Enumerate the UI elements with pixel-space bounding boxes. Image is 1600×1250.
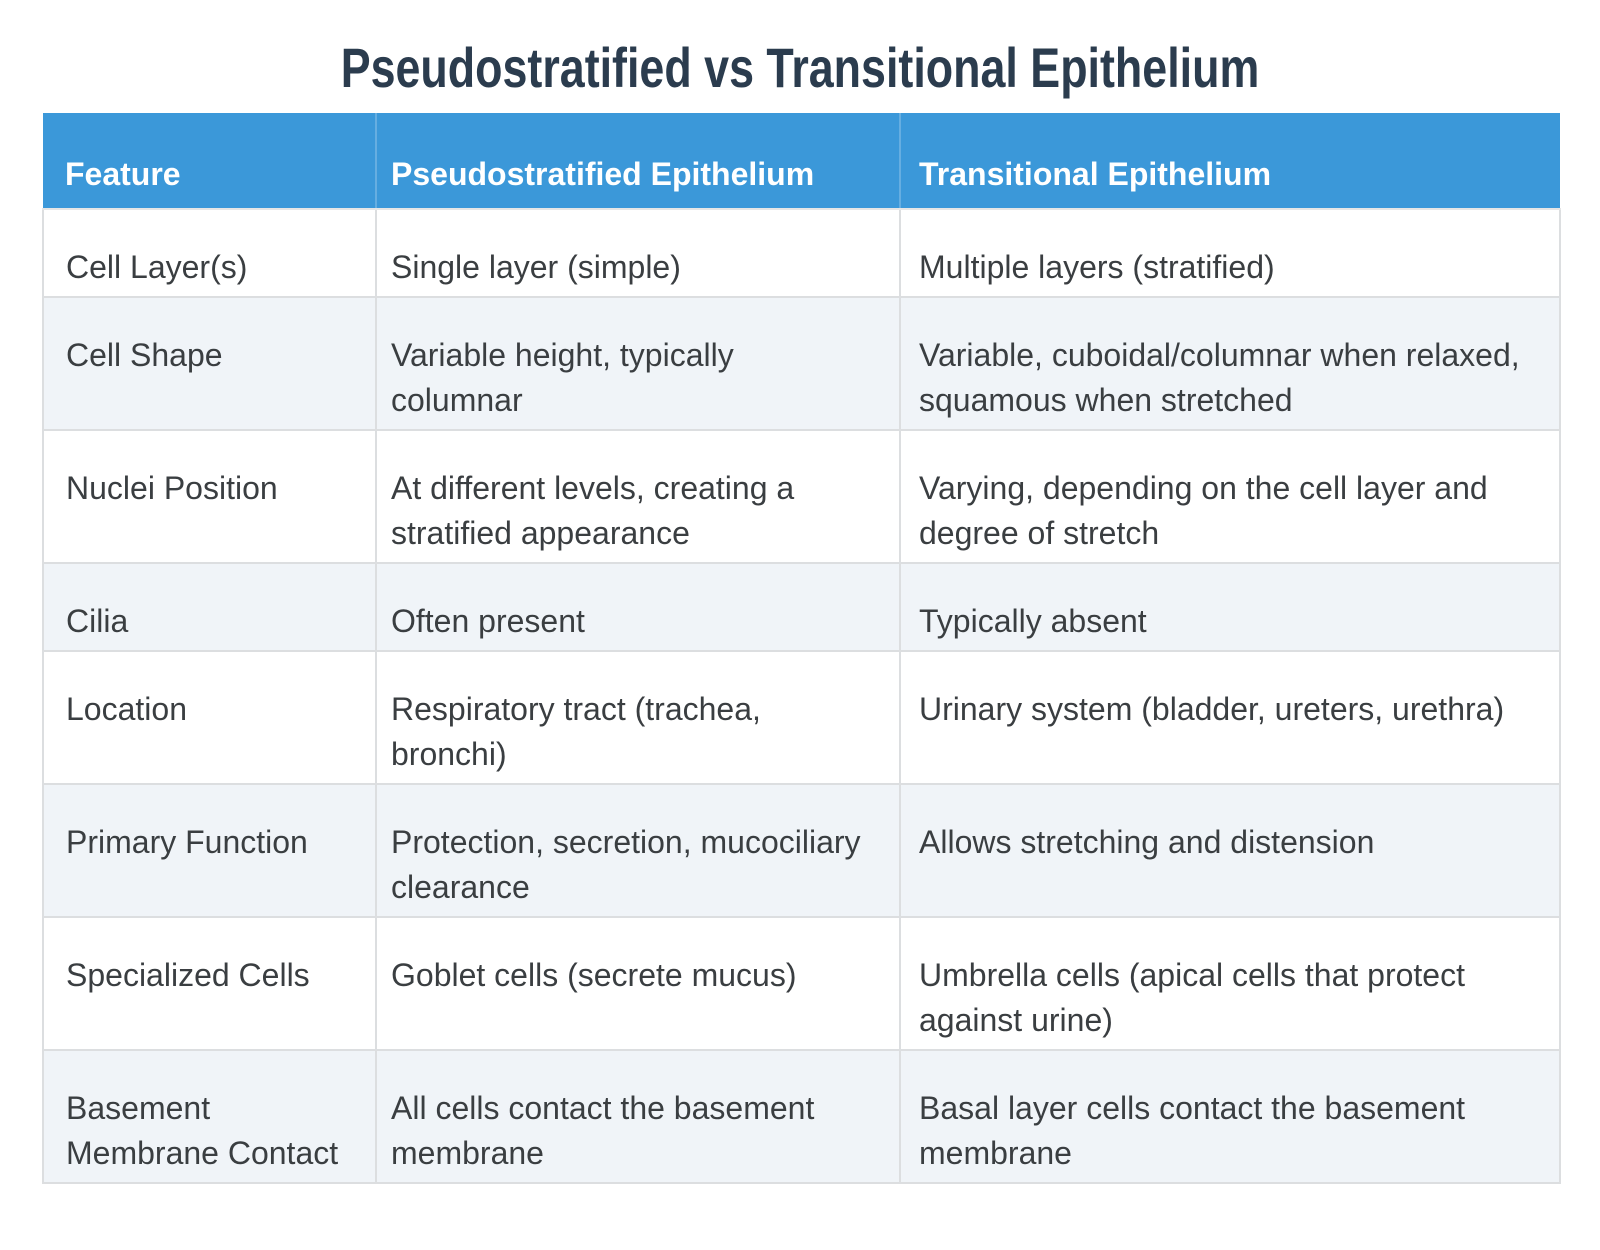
transitional-cell: Urinary system (bladder, ureters, urethr…: [899, 650, 1561, 785]
feature-cell: Specialized Cells: [42, 916, 377, 1051]
feature-cell: Cilia: [42, 562, 377, 652]
pseudostratified-cell: Variable height, typically columnar: [375, 296, 901, 431]
transitional-cell: Umbrella cells (apical cells that protec…: [899, 916, 1561, 1051]
table-row-location: Location Respiratory tract (trachea, bro…: [42, 650, 1561, 785]
column-header-feature: Feature: [43, 113, 376, 210]
pseudostratified-cell: Single layer (simple): [375, 208, 901, 298]
page-title: Pseudostratified vs Transitional Epithel…: [340, 36, 1260, 99]
transitional-cell: Allows stretching and distension: [899, 783, 1561, 918]
pseudostratified-cell: Goblet cells (secrete mucus): [375, 916, 901, 1051]
transitional-cell: Varying, depending on the cell layer and…: [899, 429, 1561, 564]
table-header-row: Feature Pseudostratified Epithelium Tran…: [43, 113, 1560, 210]
feature-cell: Basement Membrane Contact: [42, 1049, 377, 1184]
column-header-pseudostratified: Pseudostratified Epithelium: [375, 113, 900, 210]
table-row-nuclei-position: Nuclei Position At different levels, cre…: [42, 429, 1561, 564]
transitional-cell: Typically absent: [899, 562, 1561, 652]
feature-cell: Nuclei Position: [42, 429, 377, 564]
feature-cell: Location: [42, 650, 377, 785]
table-row-cilia: Cilia Often present Typically absent: [42, 562, 1561, 652]
feature-cell: Cell Layer(s): [42, 208, 377, 298]
table-row-specialized-cells: Specialized Cells Goblet cells (secrete …: [42, 916, 1561, 1051]
table-row-cell-layers: Cell Layer(s) Single layer (simple) Mult…: [42, 208, 1561, 298]
feature-cell: Cell Shape: [42, 296, 377, 431]
pseudostratified-cell: Often present: [375, 562, 901, 652]
column-header-transitional: Transitional Epithelium: [899, 113, 1560, 210]
table-row-primary-function: Primary Function Protection, secretion, …: [42, 783, 1561, 918]
transitional-cell: Basal layer cells contact the basement m…: [899, 1049, 1561, 1184]
pseudostratified-cell: All cells contact the basement membrane: [375, 1049, 901, 1184]
pseudostratified-cell: Protection, secretion, mucociliary clear…: [375, 783, 901, 918]
transitional-cell: Multiple layers (stratified): [899, 208, 1561, 298]
transitional-cell: Variable, cuboidal/columnar when relaxed…: [899, 296, 1561, 431]
table-row-cell-shape: Cell Shape Variable height, typically co…: [42, 296, 1561, 431]
comparison-table: Feature Pseudostratified Epithelium Tran…: [42, 113, 1561, 1184]
pseudostratified-cell: Respiratory tract (trachea, bronchi): [375, 650, 901, 785]
pseudostratified-cell: At different levels, creating a stratifi…: [375, 429, 901, 564]
table-row-basement-membrane-contact: Basement Membrane Contact All cells cont…: [42, 1049, 1561, 1184]
feature-cell: Primary Function: [42, 783, 377, 918]
